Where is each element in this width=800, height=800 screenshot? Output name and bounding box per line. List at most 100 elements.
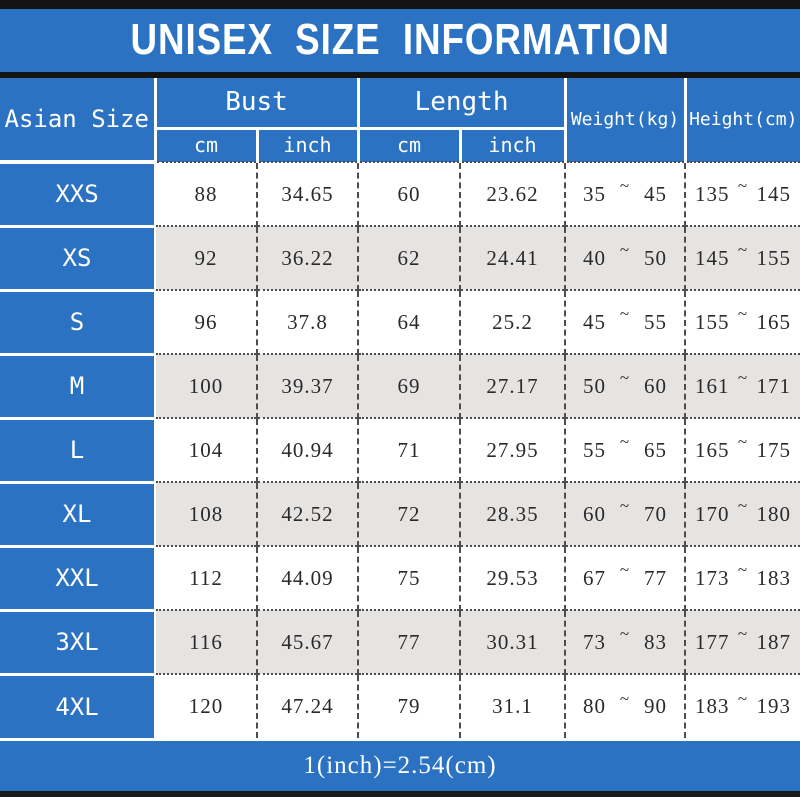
bust-inch-value: 45.67 — [256, 609, 358, 674]
size-label: M — [0, 352, 156, 418]
height-range: 173 ~183 — [684, 545, 800, 610]
height-min: 161 — [695, 373, 730, 398]
weight-range: 40 ~50 — [564, 225, 686, 290]
bust-cm-value: 116 — [155, 609, 257, 674]
table-body: XXS 88 34.65 60 23.62 35 ~45 135 ~145 XS 92 36.22 62… — [0, 160, 800, 738]
length-cm-value: 79 — [357, 673, 460, 738]
tilde: ~ — [737, 432, 749, 451]
height-min: 170 — [695, 501, 730, 526]
size-label: XXL — [0, 544, 156, 610]
weight-range: 60 ~70 — [564, 481, 686, 546]
size-label: XL — [0, 480, 156, 546]
bust-inch-value: 40.94 — [256, 417, 358, 482]
weight-min: 73 — [583, 629, 607, 654]
weight-max: 77 — [644, 565, 667, 590]
height-range: 161 ~171 — [684, 353, 800, 418]
table-row: S 96 37.8 64 25.2 45 ~55 155 ~165 — [0, 288, 800, 354]
size-label: S — [0, 288, 156, 354]
table-row: 3XL 116 45.67 77 30.31 73 ~83 177 ~187 — [0, 608, 800, 674]
height-range: 155 ~165 — [684, 289, 800, 354]
bust-cm-value: 108 — [155, 481, 257, 546]
tilde: ~ — [619, 368, 631, 387]
height-range: 145 ~155 — [684, 225, 800, 290]
bust-inch-value: 36.22 — [256, 225, 358, 290]
header-bust-cm: cm — [155, 128, 257, 162]
height-max: 193 — [756, 694, 791, 718]
weight-max: 50 — [644, 245, 667, 270]
tilde: ~ — [619, 304, 631, 323]
bust-inch-value: 44.09 — [256, 545, 358, 610]
length-inch-value: 28.35 — [458, 481, 566, 546]
tilde: ~ — [619, 560, 631, 579]
table-row: XXL 112 44.09 75 29.53 67 ~77 173 ~183 — [0, 544, 800, 610]
header-length: Length — [356, 78, 566, 130]
size-table: Asian Size Bust Length Weight(kg) Height… — [0, 78, 800, 738]
weight-max: 65 — [644, 437, 667, 462]
weight-min: 60 — [583, 501, 607, 526]
weight-min: 35 — [583, 181, 607, 206]
bust-cm-value: 96 — [155, 289, 257, 354]
tilde: ~ — [737, 560, 749, 579]
tilde: ~ — [737, 624, 749, 643]
header-weight: Weight(kg) — [563, 78, 686, 162]
weight-min: 40 — [583, 245, 607, 270]
length-inch-value: 23.62 — [458, 161, 566, 226]
footer-gap — [0, 738, 800, 741]
bust-inch-value: 34.65 — [256, 161, 358, 226]
title-divider — [0, 72, 800, 78]
header-asian-size: Asian Size — [0, 78, 157, 164]
header-row-groups: Asian Size Bust Length Weight(kg) Height… — [0, 78, 800, 164]
weight-min: 50 — [583, 373, 607, 398]
title-band: UNISEX SIZE INFORMATION — [0, 9, 800, 72]
weight-range: 55 ~65 — [564, 417, 686, 482]
height-max: 175 — [756, 437, 791, 462]
height-min: 155 — [695, 309, 730, 334]
height-min: 165 — [695, 437, 730, 462]
tilde: ~ — [737, 304, 749, 323]
bust-inch-value: 42.52 — [256, 481, 358, 546]
bust-inch-value: 37.8 — [256, 289, 358, 354]
height-min: 145 — [695, 245, 730, 270]
bust-inch-value: 39.37 — [256, 353, 358, 418]
weight-min: 67 — [583, 565, 607, 590]
height-range: 135 ~145 — [684, 161, 800, 226]
size-label: L — [0, 416, 156, 482]
height-min: 177 — [695, 629, 730, 654]
weight-range: 35 ~45 — [564, 161, 686, 226]
tilde: ~ — [619, 432, 631, 451]
length-inch-value: 24.41 — [458, 225, 566, 290]
height-min: 183 — [695, 694, 730, 718]
table-row: XXS 88 34.65 60 23.62 35 ~45 135 ~145 — [0, 160, 800, 226]
length-inch-value: 31.1 — [458, 673, 566, 738]
height-max: 145 — [756, 181, 791, 206]
height-max: 171 — [756, 373, 791, 398]
table-row: L 104 40.94 71 27.95 55 ~65 165 ~175 — [0, 416, 800, 482]
height-range: 165 ~175 — [684, 417, 800, 482]
header-bust-inch: inch — [255, 128, 358, 162]
table-row: XL 108 42.52 72 28.35 60 ~70 170 ~180 — [0, 480, 800, 546]
length-inch-value: 27.95 — [458, 417, 566, 482]
length-cm-value: 62 — [357, 225, 460, 290]
length-inch-value: 30.31 — [458, 609, 566, 674]
tilde: ~ — [737, 240, 749, 259]
length-cm-value: 77 — [357, 609, 460, 674]
tilde: ~ — [737, 688, 749, 708]
weight-min: 80 — [583, 694, 607, 718]
header-length-inch: inch — [458, 128, 566, 162]
bottom-black-line — [0, 791, 800, 797]
weight-range: 45 ~55 — [564, 289, 686, 354]
header-height: Height(cm) — [683, 78, 800, 162]
weight-max: 83 — [644, 629, 667, 654]
weight-min: 45 — [583, 309, 607, 334]
height-min: 135 — [695, 181, 730, 206]
length-cm-value: 69 — [357, 353, 460, 418]
header-bust: Bust — [153, 78, 358, 130]
weight-max: 70 — [644, 501, 667, 526]
length-inch-value: 27.17 — [458, 353, 566, 418]
size-label: 4XL — [0, 672, 156, 738]
bust-cm-value: 112 — [155, 545, 257, 610]
tilde: ~ — [737, 368, 749, 387]
tilde: ~ — [737, 496, 749, 515]
tilde: ~ — [737, 176, 749, 195]
